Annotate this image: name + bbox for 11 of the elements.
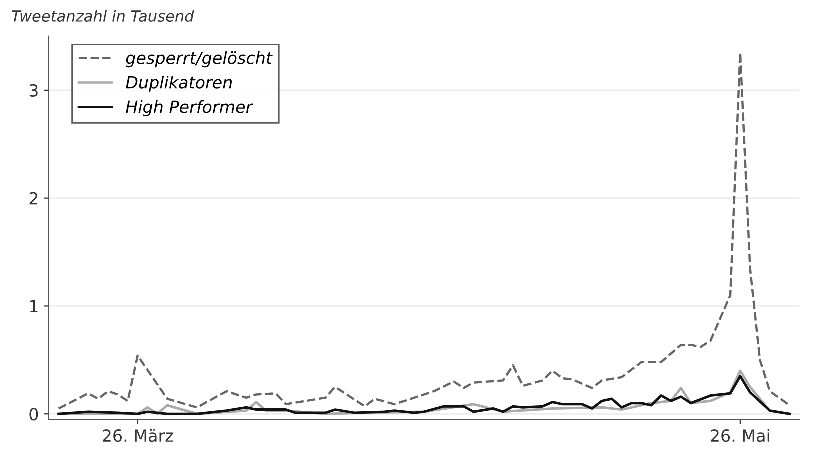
line-series	[58, 52, 791, 410]
legend-label: gesperrt/gelöscht	[126, 51, 273, 68]
x-tick-label: 26. März	[103, 429, 174, 442]
legend-label: High Performer	[126, 100, 254, 117]
legend-label: Duplikatoren	[126, 76, 232, 92]
y-tick-label: 0	[30, 408, 38, 421]
y-tick-label: 1	[30, 300, 38, 313]
y-tick-label: 2	[30, 192, 38, 205]
y-axis-title: Tweetanzahl in Tausend	[12, 10, 194, 22]
x-tick-label: 26. Mai	[711, 429, 770, 442]
y-tick-label: 3	[30, 84, 38, 97]
